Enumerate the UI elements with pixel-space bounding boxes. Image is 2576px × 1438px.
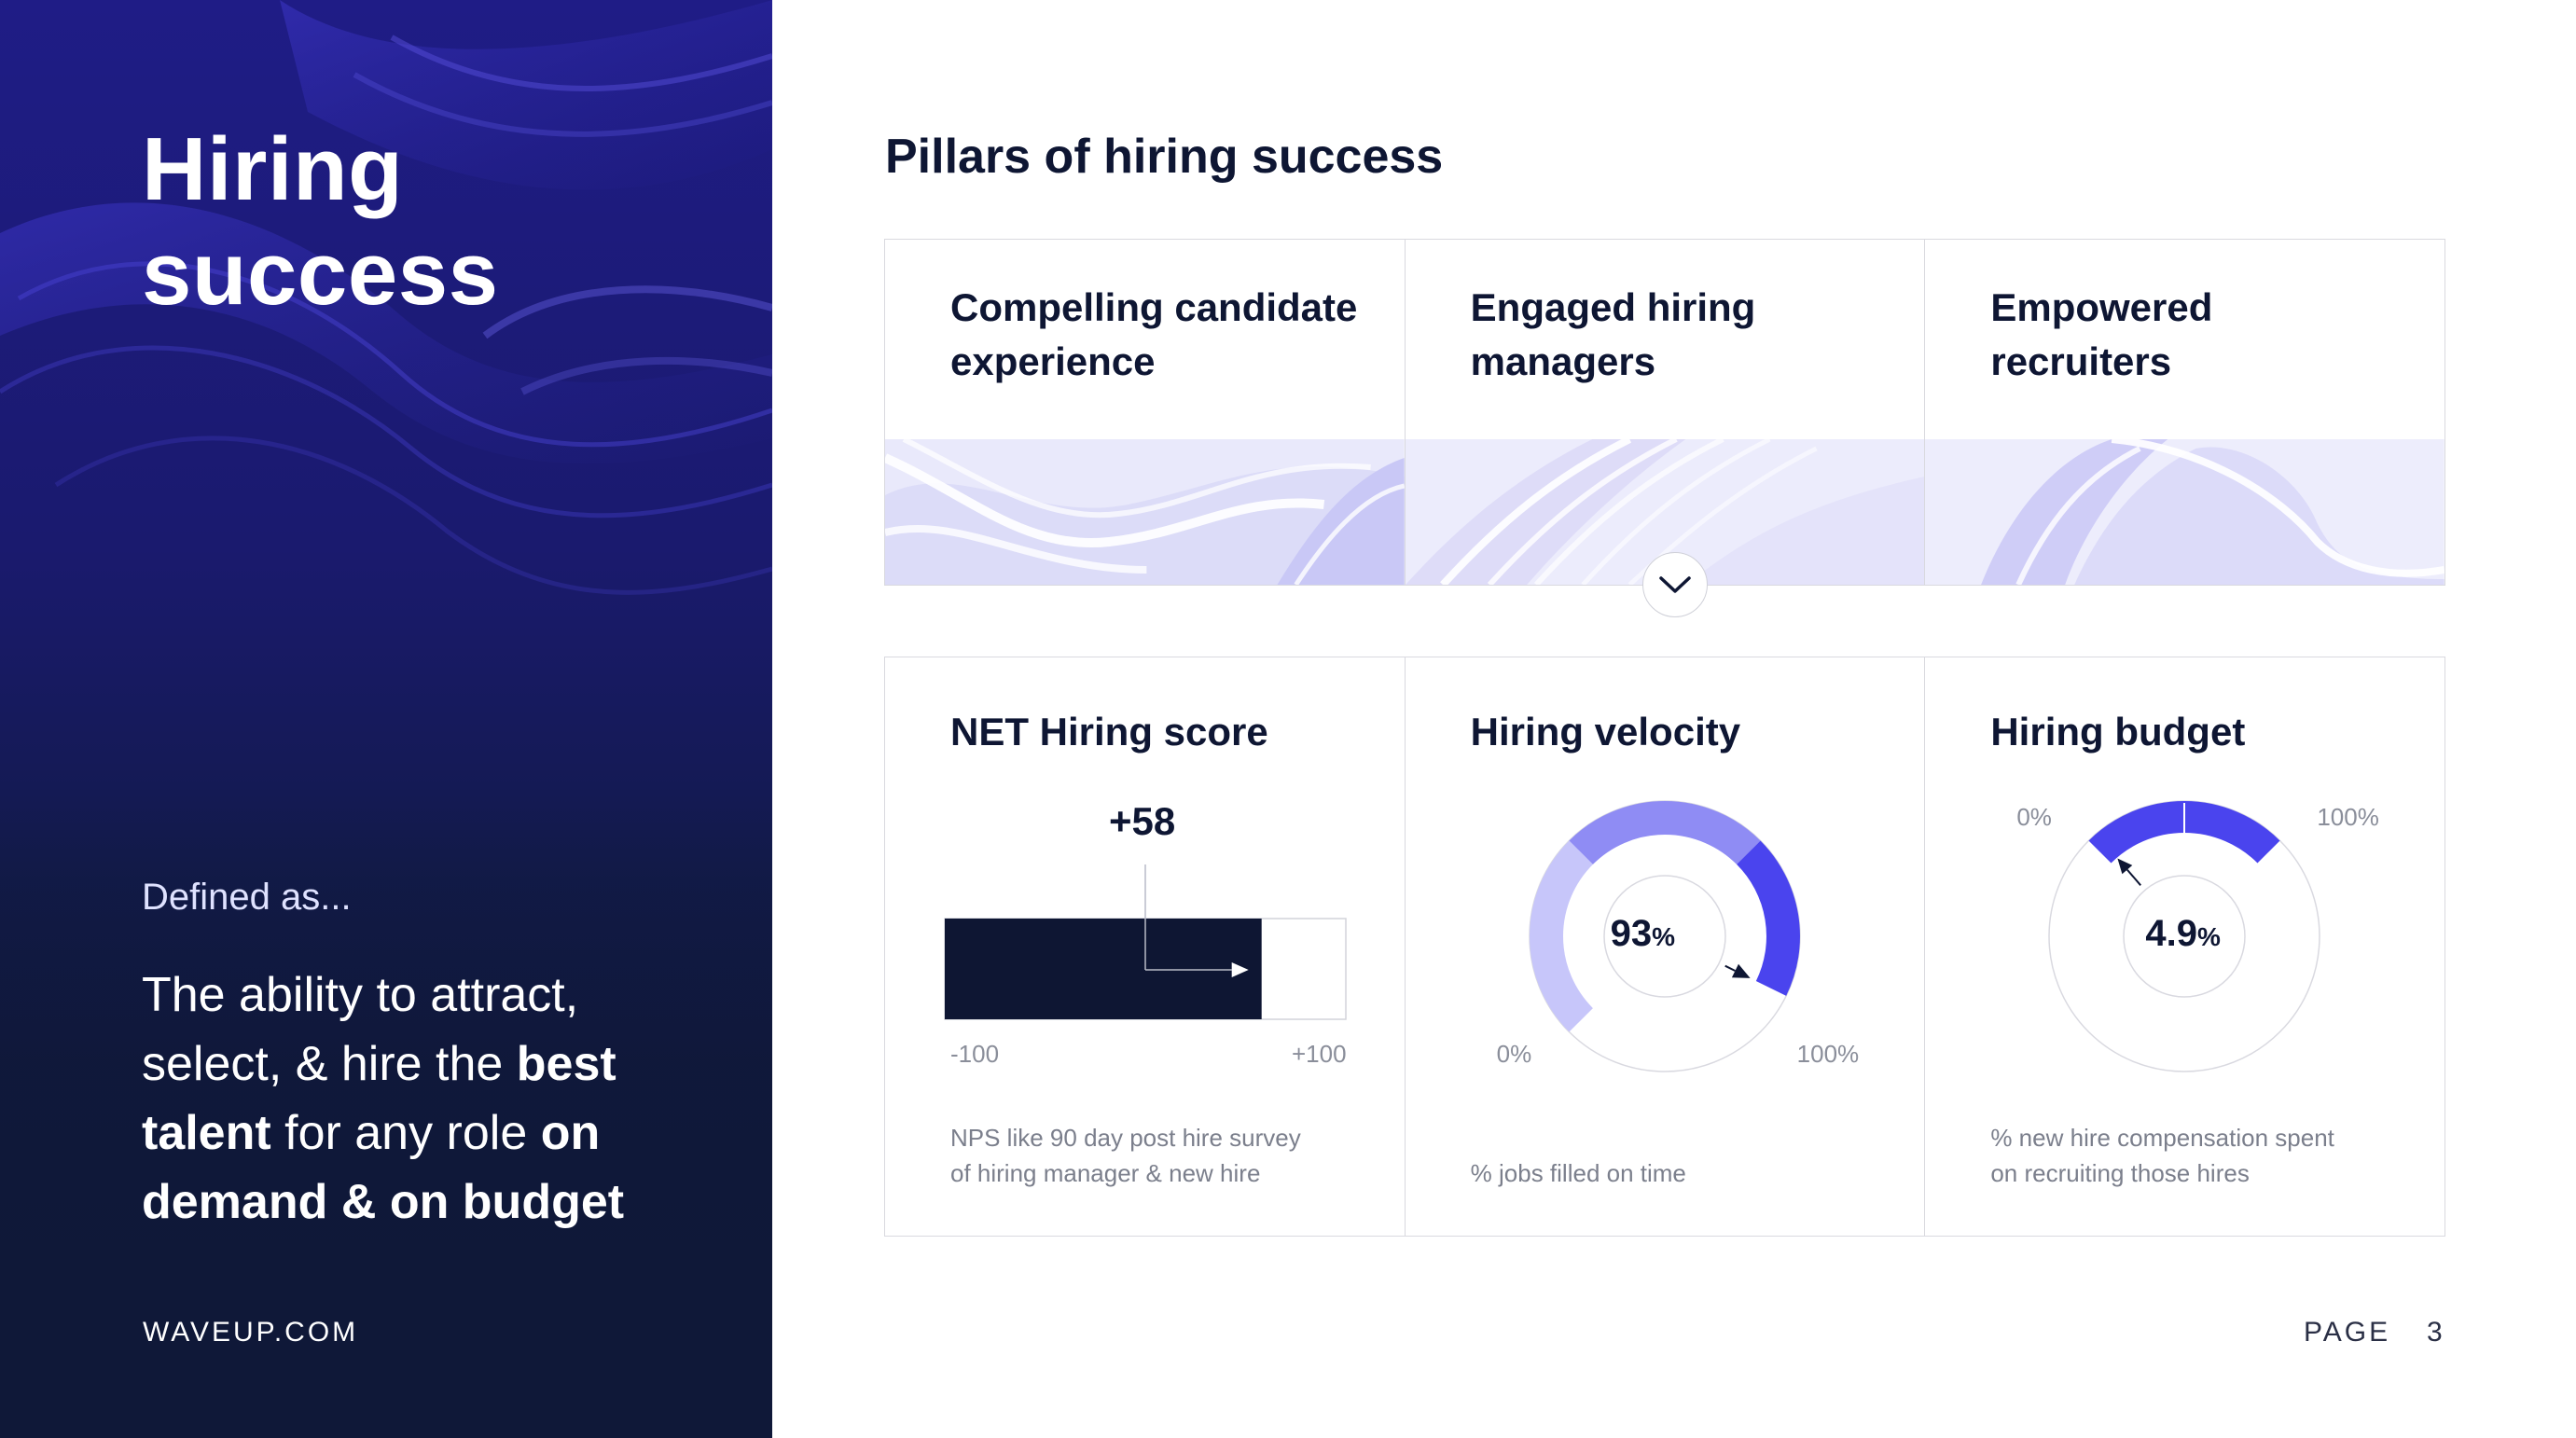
gauge-value-number: 93	[1610, 913, 1653, 954]
abstract-wave-background	[0, 0, 772, 1438]
pillar-wave-image	[1925, 439, 2445, 585]
pillar-label: Engaged hiring managers	[1470, 285, 1756, 383]
pillar-card-empowered-recruiters: Empowered recruiters	[1924, 240, 2445, 585]
pillar-wave-image	[885, 439, 1405, 585]
score-bar-fill	[945, 919, 1262, 1019]
metric-note-line2: on recruiting those hires	[1990, 1159, 2250, 1187]
gauge-min-label: 0%	[2016, 803, 2052, 831]
metric-note: NPS like 90 day post hire survey of hiri…	[950, 1120, 1361, 1191]
definition-part-1: The ability to attract, select, & hire t…	[142, 968, 579, 1091]
panel-title-line1: Hiring	[142, 119, 404, 219]
website-link[interactable]: WAVEUP.COM	[143, 1317, 359, 1348]
gauge-value: 4.9%	[2145, 913, 2221, 955]
left-panel: Hiring success Defined as... The ability…	[0, 0, 772, 1438]
metric-note: % jobs filled on time	[1470, 1159, 1686, 1187]
net-hiring-score-bar	[944, 864, 1347, 1020]
section-title: Pillars of hiring success	[885, 130, 1444, 184]
gauge-pointer-line	[2126, 868, 2142, 886]
score-max-label: +100	[1292, 1040, 1347, 1068]
page-number: 3	[2427, 1317, 2443, 1348]
panel-title: Hiring success	[142, 118, 498, 326]
metric-note-line1: NPS like 90 day post hire survey	[950, 1124, 1301, 1152]
metric-title: Hiring velocity	[1470, 710, 1741, 754]
gauge-max-label: 100%	[1796, 1040, 1860, 1068]
gauge-value-number: 4.9	[2145, 913, 2197, 954]
hiring-velocity-gauge	[1528, 800, 1801, 1072]
gauge-outer-ring	[2048, 800, 2321, 1072]
pillars-row: Compelling candidate experience Engaged …	[884, 239, 2445, 586]
metrics-row: NET Hiring score +58 -100 +100 NPS like …	[884, 657, 2445, 1237]
pillar-card-candidate-experience: Compelling candidate experience	[885, 240, 1405, 585]
gauge-value-unit: %	[2196, 922, 2221, 951]
score-min-label: -100	[950, 1040, 1000, 1068]
gauge-arc-segment-dark	[1736, 840, 1800, 996]
metric-note: % new hire compensation spent on recruit…	[1990, 1120, 2401, 1191]
pillar-label: Empowered recruiters	[1990, 285, 2213, 383]
metric-title: Hiring budget	[1990, 710, 2246, 754]
gauge-max-label: 100%	[2317, 803, 2379, 831]
definition-bold-2: on demand & on budget	[142, 1106, 625, 1229]
chevron-down-icon	[1659, 576, 1691, 593]
gauge-pointer-line	[1724, 964, 1736, 972]
gauge-value: 93%	[1611, 913, 1675, 955]
page-label: PAGE	[2304, 1317, 2391, 1348]
gauge-pointer-arrow	[1731, 963, 1751, 978]
definition-bold-1: best talent	[142, 1037, 616, 1160]
metric-card-hiring-budget: Hiring budget 4.9% 0% 100% % new hire co…	[1924, 657, 2444, 1236]
metric-title: NET Hiring score	[950, 710, 1268, 754]
gauge-arc-segment-light	[1529, 840, 1593, 1032]
metric-note-line2: of hiring manager & new hire	[950, 1159, 1261, 1187]
expand-chevron-button[interactable]	[1642, 552, 1708, 617]
defined-as-label: Defined as...	[142, 877, 352, 918]
gauge-value-unit: %	[1652, 922, 1676, 951]
score-pointer-arrowhead	[1231, 962, 1249, 977]
definition-text: The ability to attract, select, & hire t…	[142, 961, 720, 1237]
gauge-pointer-arrow	[2117, 858, 2133, 875]
definition-part-2: for any role	[270, 1106, 541, 1160]
gauge-inner-ring	[1602, 875, 1726, 998]
hiring-budget-gauge	[2048, 800, 2321, 1072]
gauge-min-label: 0%	[1496, 1040, 1532, 1068]
metric-card-hiring-velocity: Hiring velocity 93% 0% 100% % jobs fille…	[1404, 657, 1925, 1236]
pillar-card-hiring-managers: Engaged hiring managers	[1404, 240, 1925, 585]
gauge-inner-ring	[2123, 875, 2247, 998]
gauge-arc-segment-mid	[1569, 801, 1761, 865]
metric-card-net-hiring-score: NET Hiring score +58 -100 +100 NPS like …	[885, 657, 1405, 1236]
net-hiring-score-value: +58	[1109, 799, 1176, 843]
panel-title-line2: success	[142, 224, 499, 324]
pillar-label: Compelling candidate experience	[950, 285, 1358, 383]
metric-note-line1: % new hire compensation spent	[1990, 1124, 2334, 1152]
